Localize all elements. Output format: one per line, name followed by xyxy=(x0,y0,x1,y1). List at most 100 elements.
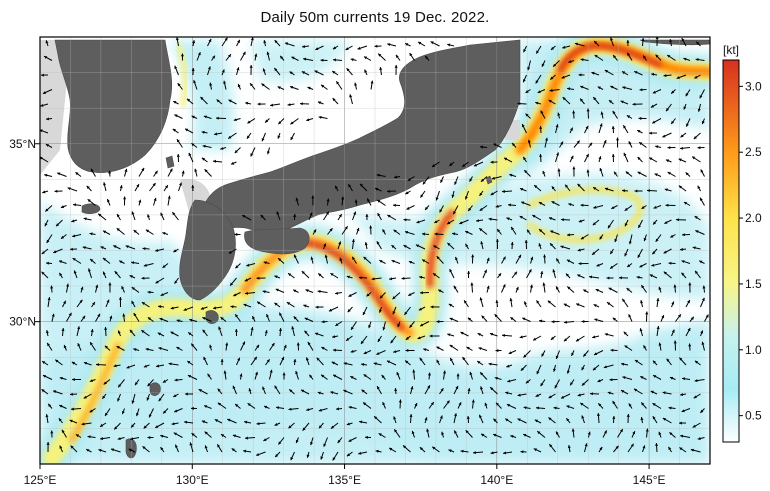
current-vector xyxy=(510,316,517,322)
current-vector xyxy=(363,350,372,355)
current-vector xyxy=(430,41,440,47)
current-vector xyxy=(538,319,546,323)
current-vector xyxy=(564,184,571,192)
current-vector xyxy=(73,203,82,207)
current-vector xyxy=(555,258,560,264)
current-vector xyxy=(506,364,513,368)
current-vector xyxy=(146,393,150,401)
current-vector xyxy=(535,74,542,84)
current-vector xyxy=(495,204,502,208)
current-vector xyxy=(274,302,281,308)
current-vector xyxy=(227,418,237,424)
current-vector xyxy=(130,422,136,428)
current-vector xyxy=(349,94,353,105)
current-vector xyxy=(523,350,531,358)
current-vector xyxy=(628,141,633,148)
current-vector xyxy=(665,103,672,112)
current-vector xyxy=(404,230,415,235)
current-vector xyxy=(563,335,571,342)
current-vector xyxy=(552,60,560,68)
current-vector xyxy=(581,415,585,424)
current-vector xyxy=(167,195,171,206)
current-vector xyxy=(387,43,397,47)
current-vector xyxy=(484,402,488,409)
current-vector xyxy=(141,301,150,308)
current-vector xyxy=(173,393,179,398)
current-vector xyxy=(123,196,127,206)
current-vector xyxy=(263,437,270,442)
current-vector xyxy=(363,256,372,264)
current-vector xyxy=(83,393,92,399)
current-vector xyxy=(379,306,382,313)
current-vector xyxy=(189,442,194,453)
current-vector xyxy=(634,70,643,76)
current-vector xyxy=(610,37,614,47)
current-vector xyxy=(262,68,266,76)
current-vector xyxy=(405,190,411,195)
current-vector xyxy=(250,356,258,366)
current-vector xyxy=(424,417,428,424)
current-vector xyxy=(176,138,183,148)
current-vector xyxy=(534,419,542,424)
current-vector xyxy=(83,361,92,366)
current-vector xyxy=(637,248,643,259)
current-vector xyxy=(599,234,604,240)
current-vector xyxy=(89,232,96,236)
current-vector xyxy=(91,301,96,308)
colorbar-ticks: 0.5 1.0 1.5 2.0 2.5 3.0 xyxy=(739,79,762,423)
current-vector xyxy=(345,45,353,51)
current-vector xyxy=(357,45,368,50)
current-vector xyxy=(214,419,223,424)
current-vector xyxy=(293,254,299,264)
current-vector xyxy=(678,421,687,425)
current-vector xyxy=(573,140,581,148)
current-vector xyxy=(295,197,299,206)
current-vector xyxy=(247,402,256,409)
current-vector xyxy=(393,428,401,438)
current-vector xyxy=(263,261,270,265)
current-vector xyxy=(237,83,241,90)
current-vector xyxy=(540,110,546,119)
current-vector xyxy=(486,285,490,293)
current-vector xyxy=(274,422,281,426)
current-vector xyxy=(637,156,643,163)
current-vector xyxy=(318,422,324,429)
current-vector xyxy=(420,190,426,198)
current-vector xyxy=(230,305,237,309)
current-vector xyxy=(503,451,513,455)
current-vector xyxy=(220,316,227,322)
current-vector xyxy=(494,376,502,380)
lon-tick-label: 125°E xyxy=(24,473,57,487)
current-vector xyxy=(540,271,544,279)
current-vector xyxy=(350,375,357,380)
current-vector xyxy=(638,141,647,148)
current-vector xyxy=(453,430,459,438)
current-vector xyxy=(158,347,169,351)
current-vector xyxy=(511,142,517,148)
current-vector xyxy=(264,118,270,123)
current-vector xyxy=(683,103,687,110)
current-vector xyxy=(203,356,208,366)
current-vector xyxy=(447,43,455,47)
current-vector xyxy=(170,331,179,337)
current-vector xyxy=(160,292,169,297)
current-vector xyxy=(527,60,531,71)
current-vector xyxy=(681,272,687,279)
current-vector xyxy=(45,117,53,121)
current-vector xyxy=(447,333,455,337)
current-vector xyxy=(575,335,585,342)
current-vector xyxy=(697,146,705,150)
current-vector xyxy=(555,350,560,360)
current-vector xyxy=(578,262,589,266)
current-vector xyxy=(669,431,676,438)
current-vector xyxy=(373,362,382,366)
current-vector xyxy=(663,248,672,254)
current-vector xyxy=(493,143,502,148)
current-vector xyxy=(431,446,440,453)
current-vector xyxy=(668,261,676,265)
current-vector xyxy=(626,114,633,119)
current-vector xyxy=(75,171,82,177)
current-vector xyxy=(89,258,96,264)
current-vector xyxy=(589,275,600,279)
current-vector xyxy=(262,290,270,294)
